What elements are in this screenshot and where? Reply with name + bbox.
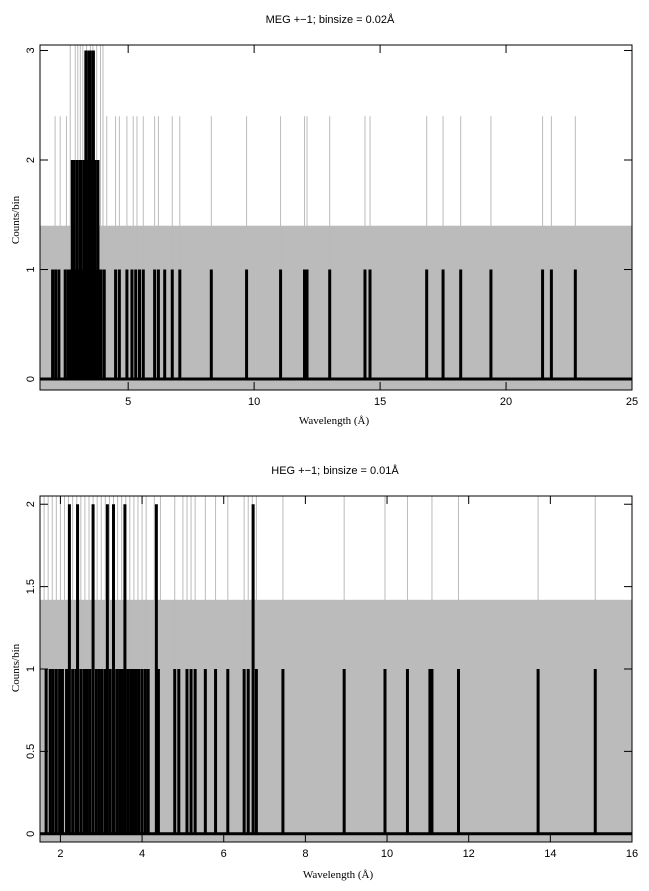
heg-xtick-label-1: 4 bbox=[139, 848, 145, 860]
heg-xtick-label-5: 12 bbox=[463, 848, 475, 860]
heg-ytick-label-2: 1 bbox=[25, 666, 37, 672]
meg-ytick-label-2: 2 bbox=[25, 157, 37, 163]
heg-xtick-label-4: 10 bbox=[381, 848, 393, 860]
meg-panel: MEG +−1; binsize = 0.02Å 5 10 15 20 25 0 1 2 3 W… bbox=[10, 13, 638, 427]
meg-ytick-label-3: 3 bbox=[25, 47, 37, 53]
meg-ytick-label-0: 0 bbox=[25, 376, 37, 382]
heg-ytick-label-3: 1.5 bbox=[25, 579, 37, 594]
meg-xtick-label-4: 25 bbox=[626, 396, 638, 408]
meg-plot-area: 5 10 15 20 25 0 1 2 3 bbox=[25, 44, 638, 408]
meg-xtick-label-3: 20 bbox=[500, 396, 512, 408]
heg-ytick-label-0: 0 bbox=[25, 831, 37, 837]
heg-plot-area: 2 4 6 8 10 12 14 16 0 0.5 1 1.5 2 bbox=[25, 495, 638, 860]
heg-title: HEG +−1; binsize = 0.01Å bbox=[271, 464, 399, 477]
heg-xtick-label-3: 8 bbox=[302, 848, 308, 860]
heg-xtick-label-7: 16 bbox=[626, 848, 638, 860]
heg-panel: HEG +−1; binsize = 0.01Å 2 4 6 8 10 12 14 1600.… bbox=[10, 464, 638, 881]
meg-xtick-label-2: 15 bbox=[374, 396, 386, 408]
meg-xlabel: Wavelength (Å) bbox=[299, 415, 370, 427]
heg-xtick-label-2: 6 bbox=[221, 848, 227, 860]
meg-xtick-label-0: 5 bbox=[125, 396, 131, 408]
heg-ytick-label-4: 2 bbox=[25, 501, 37, 507]
meg-frame bbox=[39, 44, 633, 391]
heg-ylabel: Counts/bin bbox=[10, 643, 22, 692]
meg-xtick-label-1: 10 bbox=[248, 396, 260, 408]
heg-xtick-label-0: 2 bbox=[57, 848, 63, 860]
heg-xtick-label-6: 14 bbox=[544, 848, 556, 860]
heg-ytick-label-1: 0.5 bbox=[25, 744, 37, 759]
meg-ytick-label-1: 1 bbox=[25, 266, 37, 272]
meg-ylabel: Counts/bin bbox=[10, 195, 22, 244]
heg-xlabel: Wavelength (Å) bbox=[303, 869, 374, 881]
meg-title: MEG +−1; binsize = 0.02Å bbox=[266, 13, 395, 26]
